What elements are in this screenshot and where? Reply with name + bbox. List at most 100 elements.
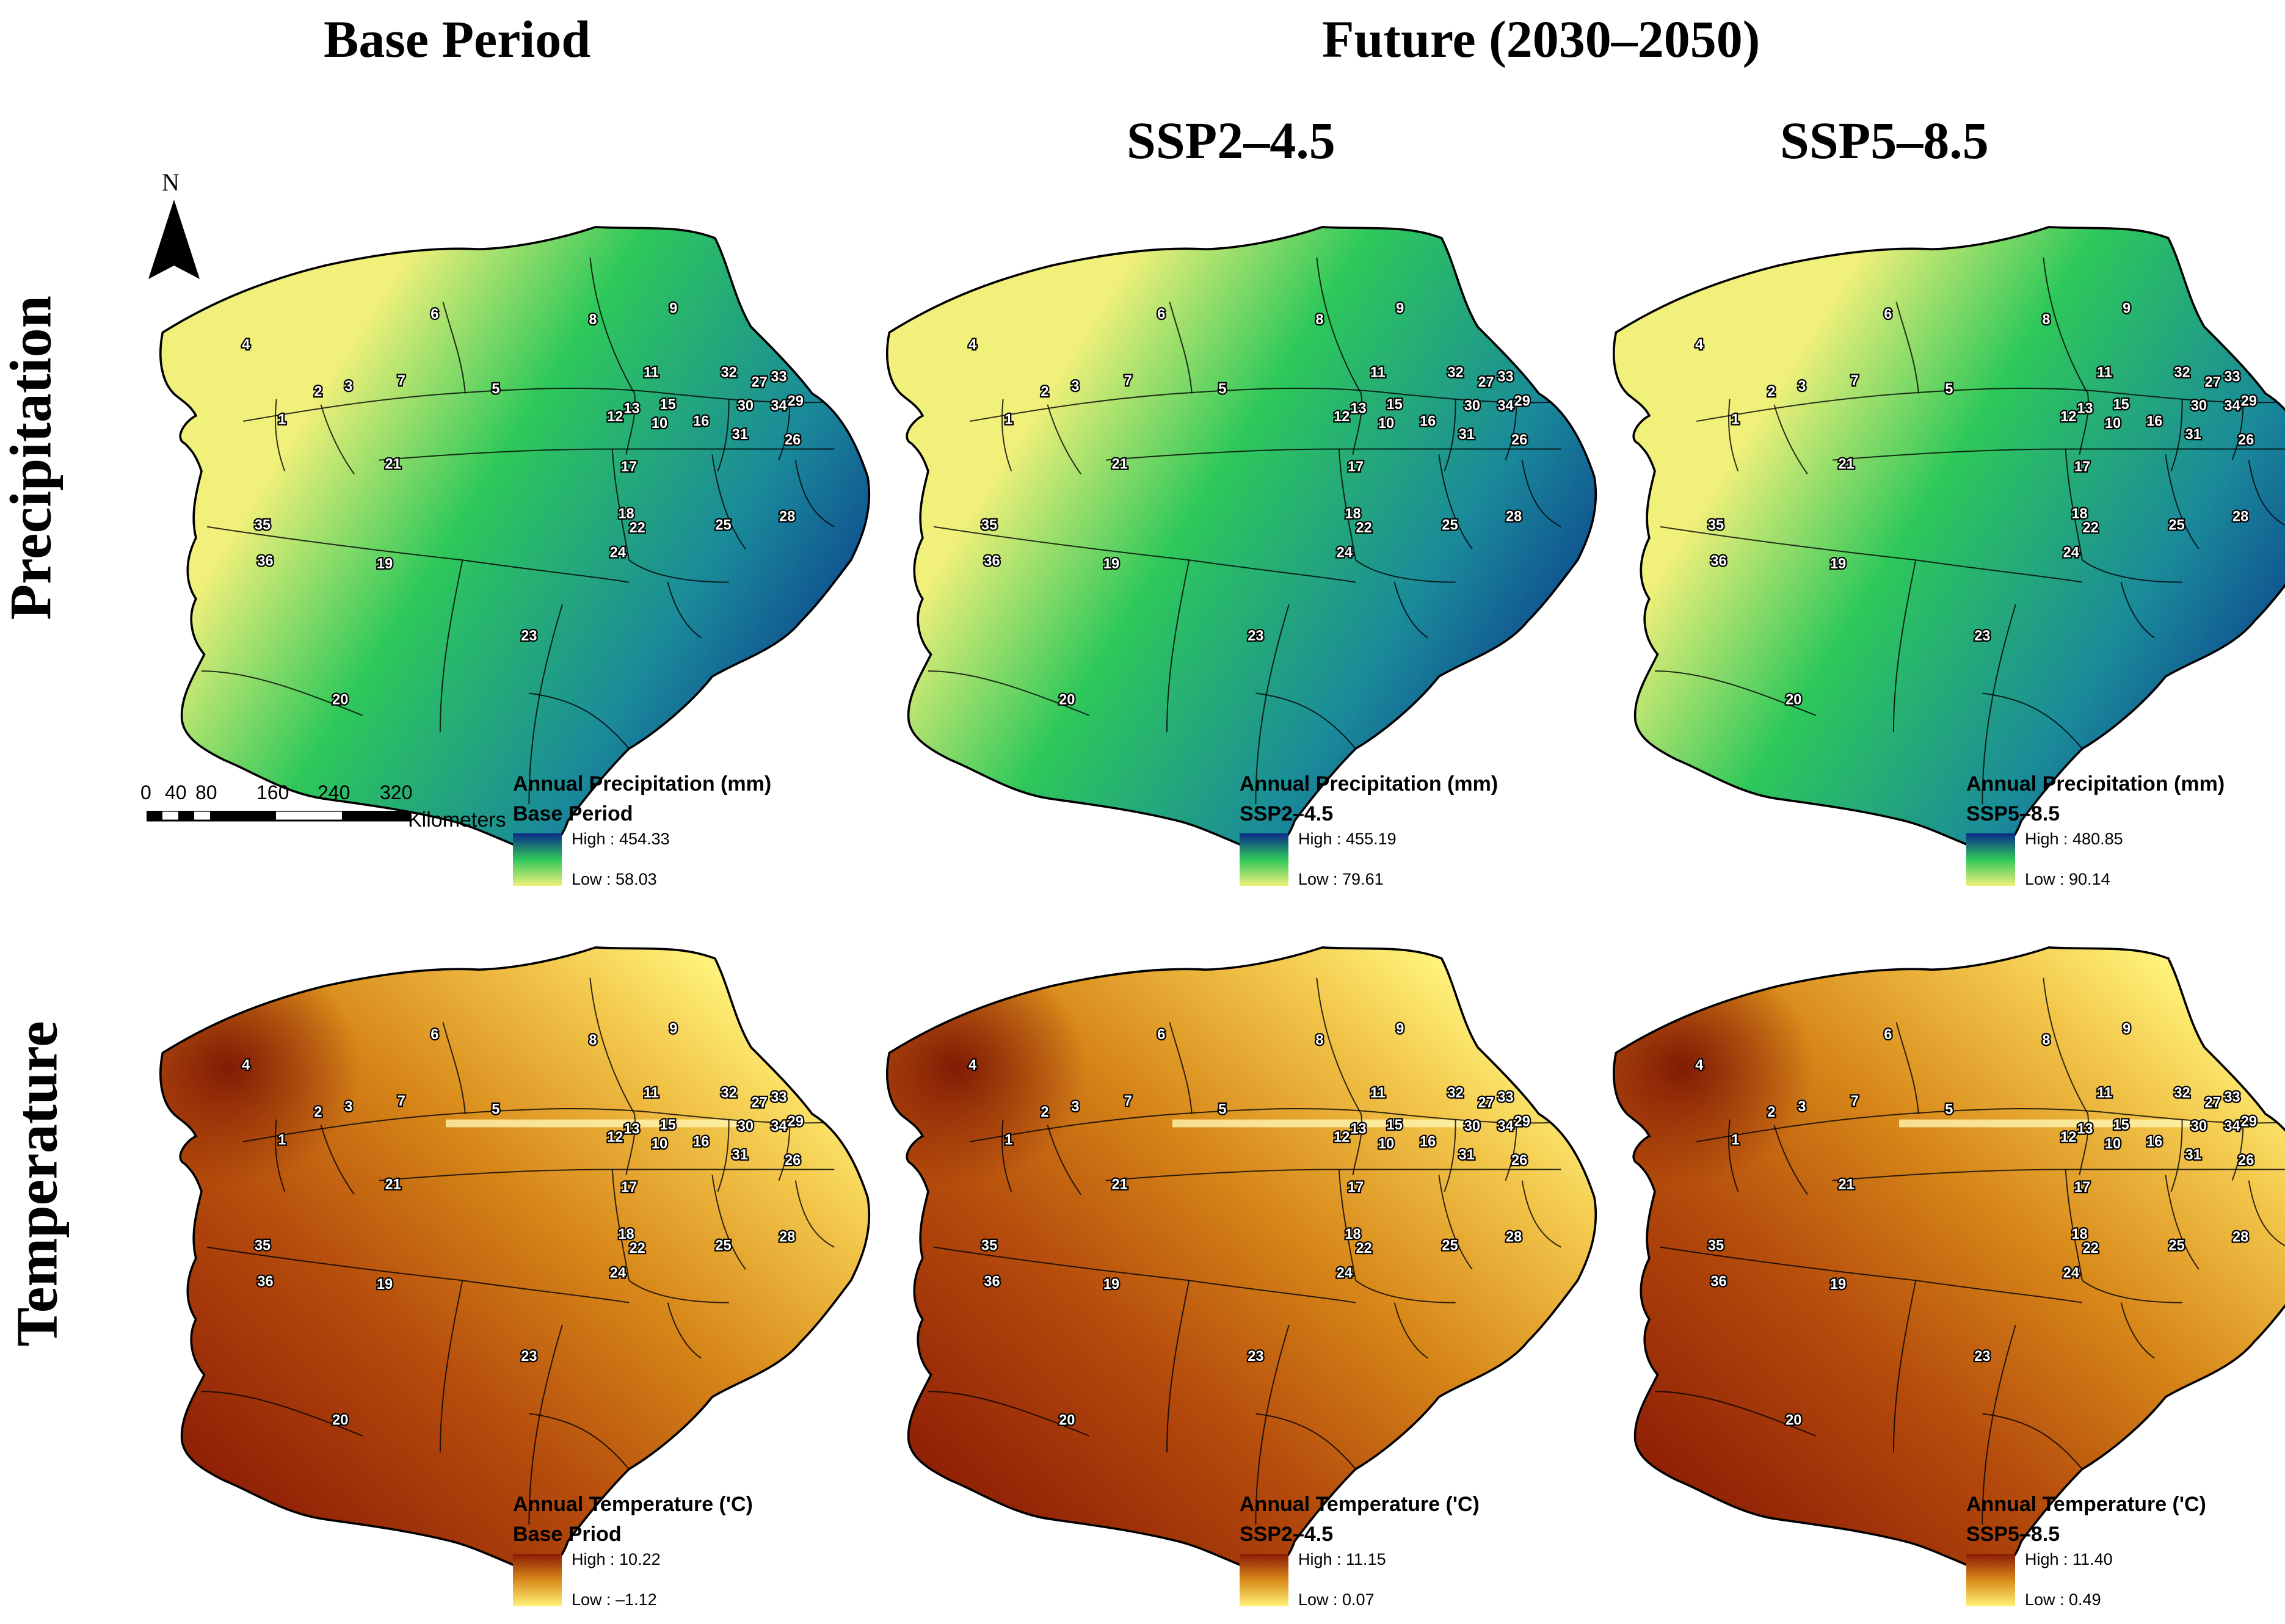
region-label: 8 — [1315, 312, 1323, 328]
region-label: 4 — [968, 1057, 977, 1073]
region-label: 20 — [1785, 1413, 1801, 1429]
region-label: 13 — [623, 1121, 639, 1137]
region-label: 26 — [1511, 432, 1527, 448]
region-label: 26 — [2238, 432, 2254, 448]
region-label: 16 — [693, 413, 709, 429]
region-label: 18 — [618, 506, 634, 522]
north-label: N — [162, 169, 180, 196]
region-label: 20 — [1059, 1413, 1075, 1429]
legend: Annual Temperature ('C) SSP5–8.5 High : 11… — [1966, 1493, 2285, 1609]
region-label: 27 — [2204, 1095, 2220, 1111]
region-label: 15 — [659, 1117, 675, 1133]
region-label: 30 — [738, 398, 754, 414]
region-label: 19 — [1830, 556, 1846, 572]
scale-tick: 0 — [140, 781, 151, 803]
region-label: 11 — [1370, 364, 1386, 380]
region-label: 2 — [1041, 1104, 1048, 1120]
region-label: 7 — [1124, 373, 1132, 389]
region-label: 29 — [788, 1114, 804, 1130]
region-label: 17 — [1348, 459, 1364, 475]
region-label: 24 — [1337, 545, 1353, 561]
region-label: 21 — [385, 1176, 401, 1192]
region-label: 28 — [1506, 1230, 1522, 1245]
region-label: 31 — [2185, 427, 2201, 443]
region-label: 30 — [1464, 1118, 1480, 1134]
region-label: 1 — [278, 412, 286, 428]
region-label: 32 — [2174, 364, 2190, 380]
region-label: 36 — [984, 1274, 1000, 1289]
region-label: 19 — [1103, 1277, 1119, 1292]
region-label: 31 — [1459, 1147, 1475, 1163]
legend-subtitle: Base Priod — [513, 1523, 622, 1546]
row-label-temperature: Temperature — [4, 1021, 70, 1347]
legend-high-value: High : 454.33 — [572, 830, 670, 848]
region-label: 31 — [2185, 1147, 2201, 1163]
region-label: 5 — [1945, 382, 1953, 397]
region-label: 9 — [1396, 1021, 1404, 1037]
region-label: 3 — [1071, 379, 1079, 394]
region-label: 4 — [242, 337, 250, 353]
legend-subtitle: SSP2–4.5 — [1240, 1523, 1334, 1546]
region-label: 36 — [984, 553, 1000, 569]
legend-high-value: High : 11.40 — [2025, 1550, 2113, 1568]
region-label: 33 — [2224, 369, 2240, 385]
legend-color-ramp — [1966, 833, 2015, 886]
region-label: 9 — [669, 1021, 677, 1037]
region-label: 10 — [1378, 1136, 1394, 1152]
map-panel-precip-ssp245: 4 6 8 9 7 3 2 1 5 11 32 27 33 29 34 30 15 13 12 10 16 31 26 21 1… — [867, 183, 1600, 904]
region-label: 3 — [344, 1099, 352, 1115]
region-label: 33 — [1497, 1090, 1513, 1106]
region-label: 35 — [255, 517, 271, 533]
region-label: 13 — [623, 401, 639, 416]
region-label: 23 — [1974, 628, 1990, 644]
region-label: 7 — [398, 373, 405, 389]
region-label: 29 — [2241, 1114, 2257, 1130]
region-label: 18 — [618, 1227, 634, 1242]
header-ssp585: SSP5–8.5 — [1780, 111, 1989, 170]
region-label: 9 — [669, 301, 677, 317]
north-arrow-icon — [148, 200, 200, 279]
region-label: 16 — [693, 1134, 709, 1150]
scale-tick: 160 — [256, 781, 289, 803]
region-label: 32 — [1447, 364, 1463, 380]
region-label: 31 — [732, 1147, 748, 1163]
region-label: 25 — [2168, 517, 2184, 533]
region-label: 27 — [2204, 375, 2220, 391]
study-area-outline — [1612, 946, 2285, 1571]
legend-low-value: Low : 0.49 — [2025, 1590, 2101, 1609]
legend-high-value: High : 480.85 — [2025, 830, 2123, 848]
region-label: 23 — [521, 628, 537, 644]
region-label: 25 — [2168, 1238, 2184, 1253]
region-label: 10 — [652, 1136, 667, 1152]
region-label: 32 — [2174, 1085, 2190, 1101]
region-label: 12 — [2060, 1129, 2076, 1145]
legend-subtitle: SSP5–8.5 — [1966, 802, 2060, 825]
legend-subtitle: SSP2–4.5 — [1240, 802, 1334, 825]
region-label: 19 — [377, 556, 393, 572]
region-label: 5 — [1945, 1102, 1953, 1118]
region-label: 26 — [785, 1153, 801, 1169]
region-label: 17 — [2074, 1180, 2090, 1195]
legend-color-ramp — [513, 1554, 562, 1606]
region-label: 18 — [1345, 1227, 1360, 1242]
region-label: 19 — [377, 1277, 393, 1292]
region-label: 22 — [2082, 520, 2098, 536]
region-label: 20 — [332, 692, 348, 708]
region-label: 3 — [1798, 379, 1806, 394]
region-label: 30 — [1464, 398, 1480, 414]
region-label: 34 — [1497, 1118, 1514, 1134]
region-label: 8 — [589, 312, 597, 328]
region-label: 9 — [2123, 301, 2131, 317]
region-label: 1 — [1004, 412, 1012, 428]
region-label: 30 — [2191, 398, 2207, 414]
region-label: 21 — [1838, 1176, 1854, 1192]
region-label: 11 — [644, 364, 659, 380]
region-label: 8 — [589, 1032, 597, 1048]
region-label: 25 — [715, 1238, 731, 1253]
legend-title: Annual Precipitation (mm) — [1966, 772, 2225, 796]
region-label: 19 — [1103, 556, 1119, 572]
legend-color-ramp — [1240, 1554, 1288, 1606]
